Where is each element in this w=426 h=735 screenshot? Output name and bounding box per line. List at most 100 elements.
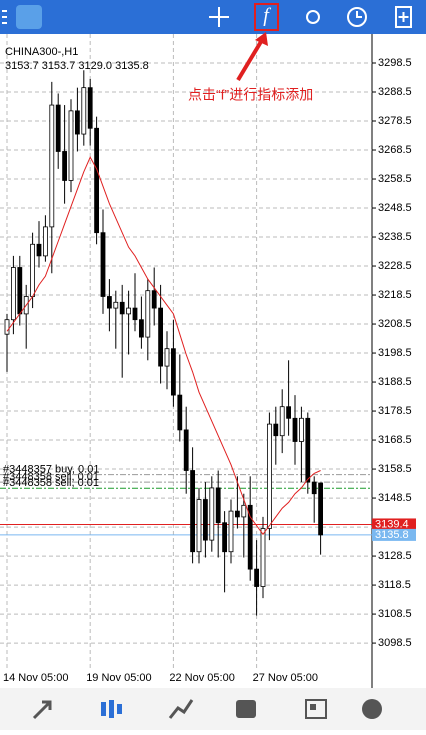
candle-body [107, 296, 112, 309]
app-logo[interactable] [16, 5, 42, 29]
candle-body [209, 487, 215, 541]
candle-body [215, 487, 221, 524]
candle-body [43, 226, 48, 257]
y-tick-label: 3158.5 [378, 463, 412, 475]
moving-average [6, 156, 321, 536]
price-tag [372, 528, 416, 541]
y-tick-label: 3288.5 [378, 86, 412, 98]
indicator-icon[interactable]: f [263, 5, 271, 27]
candle-body [145, 290, 151, 338]
candle-body [228, 510, 234, 553]
candle-body [68, 110, 74, 181]
chart-subtitle: 3153.7 3153.7 3129.0 3135.8 [5, 60, 149, 72]
candle-body [241, 504, 247, 518]
candle-body [126, 307, 131, 315]
candle-body [164, 348, 170, 367]
candle-body [100, 232, 106, 297]
y-tick-label: 3228.5 [378, 260, 412, 272]
candle-body [170, 348, 176, 396]
order-label: #3448357 buy, 0.01 [3, 463, 99, 475]
y-tick-label: 3098.5 [378, 637, 412, 649]
y-tick-label: 3268.5 [378, 144, 412, 156]
nav-chat[interactable] [362, 699, 382, 719]
y-tick-label: 3128.5 [378, 550, 412, 562]
price-tag-label: 3139.4 [375, 518, 409, 530]
y-tick-label: 3278.5 [378, 115, 412, 127]
y-tick-label: 3218.5 [378, 289, 412, 301]
x-tick-label: 14 Nov 05:00 [3, 672, 68, 684]
candle-body [247, 504, 253, 570]
new-chart-icon[interactable] [395, 6, 412, 28]
candle-body [202, 499, 208, 541]
nav-chart[interactable] [101, 700, 122, 718]
nav-history[interactable] [236, 700, 256, 718]
nav-news[interactable] [305, 699, 327, 719]
candle-body [17, 267, 23, 315]
arrow-head [255, 32, 268, 46]
candle-body [234, 510, 240, 518]
candle-body [138, 319, 144, 338]
y-tick-label: 3258.5 [378, 173, 412, 185]
nav-trade[interactable] [168, 699, 194, 719]
candle-body [311, 481, 317, 495]
x-tick-label: 27 Nov 05:00 [253, 672, 318, 684]
candle-body [254, 568, 260, 587]
menu-icon[interactable] [2, 10, 7, 24]
y-tick-label: 3168.5 [378, 434, 412, 446]
annotation: 点击“f”进行指标添加 [188, 87, 313, 103]
candle-body [10, 267, 16, 321]
price-tag-label: 3135.8 [375, 529, 409, 541]
y-tick-label: 3238.5 [378, 231, 412, 243]
candle-body [30, 243, 36, 297]
candle-body [222, 522, 228, 553]
y-tick-label: 3248.5 [378, 202, 412, 214]
candle-body [273, 423, 279, 437]
candle-body [113, 301, 119, 309]
price-tag [372, 518, 416, 531]
candle-body [94, 127, 99, 234]
candle-body [298, 417, 304, 442]
candle-body [305, 417, 311, 483]
y-tick-label: 3118.5 [378, 579, 411, 591]
candle-body [196, 499, 202, 553]
chart: 3298.5 3288.5 3278.5 3268.5 3258.5 3248.5 3238… [0, 34, 416, 688]
candle-body [292, 417, 298, 442]
y-tick-label: 3108.5 [378, 608, 412, 620]
nav-quotes[interactable] [32, 700, 52, 720]
candle-body [318, 482, 324, 536]
candle-body [49, 104, 55, 228]
candle-body [119, 301, 125, 315]
candle-body [87, 87, 93, 129]
highlight-box [254, 3, 279, 31]
x-tick-label: 19 Nov 05:00 [86, 672, 151, 684]
bottom-bar [0, 688, 426, 730]
candle-body [151, 290, 157, 309]
candle-body [62, 151, 67, 181]
clock-icon[interactable] [347, 7, 367, 27]
candle-body [266, 423, 272, 529]
candle-body [36, 243, 42, 257]
candle-body [279, 406, 285, 437]
candle-body [132, 307, 138, 321]
y-tick-label: 3208.5 [378, 318, 412, 330]
y-tick-label: 3178.5 [378, 405, 412, 417]
x-tick-label: 22 Nov 05:00 [169, 672, 234, 684]
candle-body [4, 319, 10, 335]
candle-body [183, 429, 189, 471]
trade-icon[interactable] [306, 10, 320, 24]
candle-body [55, 104, 61, 152]
order-label: #3448358 sell, 0.01 [3, 477, 99, 489]
candle-body [75, 110, 80, 135]
candle-body [81, 87, 87, 135]
candle-body [286, 406, 292, 419]
arrow [236, 38, 264, 82]
chart-title: CHINA300-,H1 [5, 46, 78, 58]
candle-body [158, 307, 164, 367]
y-tick-label: 3198.5 [378, 347, 412, 359]
y-tick-label: 3148.5 [378, 492, 412, 504]
crosshair-icon[interactable] [209, 7, 229, 27]
candle-body [260, 528, 266, 587]
candle-body [190, 470, 196, 553]
